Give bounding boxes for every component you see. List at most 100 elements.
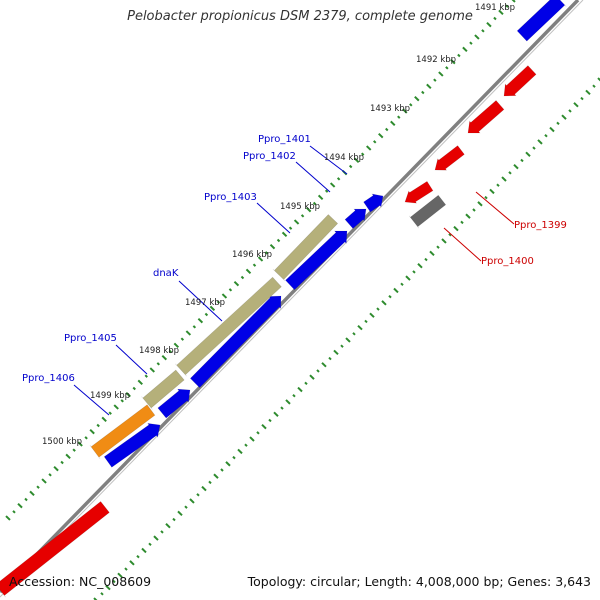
leader-ppro1402	[295, 161, 331, 193]
tick-mark	[328, 356, 332, 361]
tick-mark	[108, 411, 112, 415]
gene-dnak-forward	[189, 295, 282, 388]
tick-mark	[65, 453, 71, 460]
tick-mark	[148, 542, 152, 546]
tick-mark	[273, 411, 279, 417]
gene-label-ppro1402[interactable]: Ppro_1402	[243, 151, 296, 162]
tick-mark	[269, 243, 276, 250]
tick-mark	[585, 89, 591, 96]
tick-mark	[376, 307, 380, 311]
tick-mark	[353, 157, 360, 164]
gene-label-ppro1405[interactable]: Ppro_1405	[64, 333, 117, 344]
tick-mark	[165, 523, 171, 529]
tick-mark	[77, 441, 83, 447]
gene-label-ppro1403[interactable]: Ppro_1403	[204, 192, 257, 203]
tick-mark	[249, 436, 255, 442]
tick-mark	[513, 163, 519, 170]
gene-ppro1400	[408, 194, 447, 229]
tick-mark	[184, 505, 188, 509]
tick-mark	[180, 337, 185, 341]
tick-mark	[305, 206, 312, 213]
leader-ppro1405	[115, 344, 148, 375]
position-label: 1496 kbp	[232, 250, 272, 260]
tick-mark	[208, 480, 212, 485]
tick-mark	[373, 140, 377, 144]
gene-reverse-bottom	[0, 501, 110, 598]
gene-reverse-c	[503, 65, 537, 97]
tick-mark	[24, 497, 28, 502]
tick-mark	[378, 132, 384, 139]
position-label: 1497 kbp	[185, 298, 225, 308]
tick-mark	[177, 510, 183, 517]
tick-mark	[345, 337, 351, 343]
tick-mark	[168, 349, 173, 354]
tick-mark	[297, 386, 303, 393]
tick-mark	[438, 71, 444, 77]
tick-mark	[201, 485, 207, 492]
tick-mark	[113, 404, 119, 410]
tick-mark	[329, 182, 336, 188]
tick-mark	[285, 399, 291, 405]
tick-mark	[481, 29, 485, 33]
tick-mark	[417, 263, 423, 269]
tick-mark	[244, 443, 248, 447]
tick-mark	[366, 145, 372, 151]
tick-mark	[149, 367, 155, 373]
tick-mark	[72, 448, 76, 452]
gene-reverse-a	[434, 145, 465, 171]
position-label: 1493 kbp	[370, 104, 410, 114]
gene-ppro1405-forward	[157, 388, 191, 419]
tick-mark	[257, 256, 264, 262]
gene-label-ppro1399[interactable]: Ppro_1399	[514, 220, 567, 231]
tick-mark	[137, 379, 143, 386]
tick-mark	[321, 362, 327, 368]
tick-mark	[173, 342, 180, 349]
tick-mark	[312, 201, 317, 206]
tick-mark	[197, 317, 204, 324]
tick-mark	[397, 115, 401, 119]
leader-ppro1399	[475, 191, 515, 225]
tick-mark	[414, 95, 420, 102]
tick-mark	[505, 4, 509, 8]
tick-mark	[324, 189, 329, 193]
gene-label-ppro1401[interactable]: Ppro_1401	[258, 134, 311, 145]
tick-mark	[160, 530, 164, 534]
leader-ppro1406	[73, 384, 110, 416]
tick-mark	[549, 126, 555, 133]
tick-mark	[493, 16, 497, 21]
tick-mark	[421, 90, 425, 95]
tick-mark	[100, 592, 104, 596]
tick-mark	[125, 391, 131, 398]
gene-ppro1406	[89, 404, 156, 459]
tick-mark	[293, 219, 300, 225]
genome-title: Pelobacter propionicus DSM 2379, complet…	[127, 9, 473, 24]
tick-mark	[41, 478, 47, 484]
tick-mark	[172, 517, 176, 522]
gene-label-ppro1400[interactable]: Ppro_1400	[481, 256, 534, 267]
tick-mark	[216, 300, 221, 304]
gene-label-dnak[interactable]: dnaK	[153, 268, 179, 279]
tick-mark	[309, 374, 315, 380]
tick-mark	[209, 305, 216, 312]
tick-mark	[597, 77, 600, 82]
label-leader-lines	[73, 145, 515, 416]
tick-mark	[101, 416, 107, 423]
tick-mark	[89, 428, 95, 435]
tick-mark	[462, 46, 468, 53]
tick-mark	[489, 188, 495, 195]
tick-mark	[498, 9, 504, 16]
tick-mark	[120, 399, 124, 403]
leader-ppro1401	[309, 145, 348, 175]
leader-dnak	[178, 280, 223, 322]
tick-mark	[426, 83, 432, 90]
tick-mark	[402, 108, 408, 114]
tick-mark	[268, 418, 272, 423]
gene-label-ppro1406[interactable]: Ppro_1406	[22, 373, 75, 384]
tick-mark	[192, 325, 197, 329]
tick-mark	[129, 560, 135, 566]
tick-mark	[252, 263, 257, 267]
tick-mark	[496, 183, 500, 187]
backbone-line	[0, 0, 580, 594]
tick-mark	[84, 436, 88, 440]
